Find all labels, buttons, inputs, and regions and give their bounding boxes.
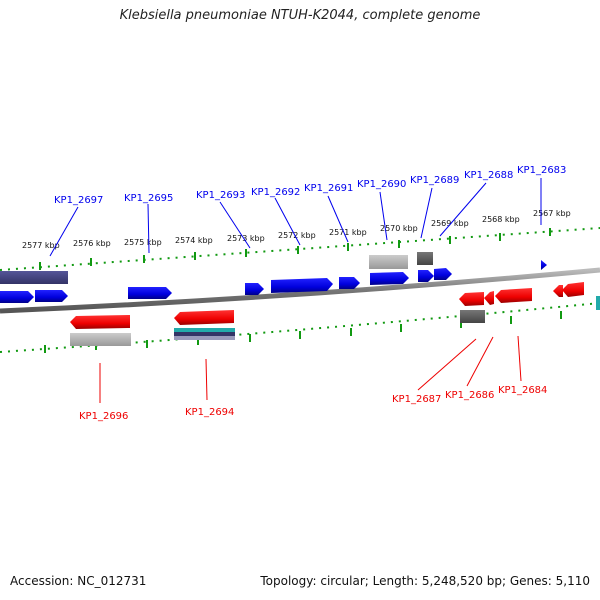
feature-bar	[174, 328, 235, 332]
forward-gene-arrow	[370, 272, 409, 285]
forward-gene-arrow	[541, 260, 547, 270]
ruler-label: 2572 kbp	[278, 231, 316, 240]
map-title: Klebsiella pneumoniae NTUH-K2044, comple…	[119, 8, 481, 23]
forward-gene-arrow	[271, 278, 333, 293]
feature-bar	[174, 332, 235, 336]
gene-label: KP1_2690	[357, 179, 406, 190]
topology-text: Topology: circular; Length: 5,248,520 bp…	[260, 574, 590, 588]
forward-gene-arrow	[418, 270, 434, 282]
reverse-gene-labels: KP1_2696 KP1_2694 KP1_2687 KP1_2686 KP1_…	[79, 385, 547, 422]
forward-gene-arrow	[35, 290, 68, 302]
ruler-label: 2567 kbp	[533, 209, 571, 218]
gene-label: KP1_2687	[392, 394, 441, 405]
feature-bar	[70, 333, 131, 346]
feature-bar	[596, 296, 600, 310]
ruler-label: 2573 kbp	[227, 234, 265, 243]
forward-gene-arrow	[128, 287, 172, 299]
gene-label: KP1_2683	[517, 165, 566, 176]
accession-text: Accession: NC_012731	[10, 574, 147, 588]
gene-label: KP1_2693	[196, 190, 245, 201]
ruler-label: 2575 kbp	[124, 238, 162, 247]
reverse-gene-arrow	[484, 291, 494, 305]
ruler-label: 2577 kbp	[22, 241, 60, 250]
gene-label: KP1_2686	[445, 390, 494, 401]
forward-leader-lines	[49, 178, 542, 257]
ruler-label: 2568 kbp	[482, 215, 520, 224]
gene-label: KP1_2691	[304, 183, 353, 194]
gene-label: KP1_2689	[410, 175, 459, 186]
forward-gene-arrow	[245, 283, 264, 295]
gene-label: KP1_2688	[464, 170, 513, 181]
reverse-gene-arrow	[553, 285, 563, 297]
genome-backbone	[0, 267, 600, 314]
ruler-label: 2571 kbp	[329, 228, 367, 237]
ruler-label: 2569 kbp	[431, 219, 469, 228]
forward-gene-arrows	[0, 260, 547, 303]
reverse-gene-arrow	[495, 288, 532, 303]
feature-bar	[0, 271, 68, 284]
reverse-gene-arrow	[70, 315, 130, 329]
forward-gene-labels: KP1_2697 KP1_2695 KP1_2693 KP1_2692 KP1_…	[54, 165, 566, 206]
reverse-gene-arrows	[70, 282, 584, 329]
feature-bar	[174, 336, 235, 340]
gene-label: KP1_2692	[251, 187, 300, 198]
reverse-leader-lines	[99, 335, 522, 403]
gene-label: KP1_2695	[124, 193, 173, 204]
ruler-label: 2574 kbp	[175, 236, 213, 245]
forward-gene-arrow	[339, 277, 360, 289]
ruler-label: 2570 kbp	[380, 224, 418, 233]
feature-bar	[369, 255, 408, 269]
reverse-gene-arrow	[459, 292, 484, 306]
gene-label: KP1_2696	[79, 411, 128, 422]
feature-bar	[417, 252, 433, 265]
forward-gene-arrow	[434, 268, 452, 280]
ruler-label: 2576 kbp	[73, 239, 111, 248]
gene-label: KP1_2694	[185, 407, 234, 418]
outer-ruler-ticks	[39, 228, 551, 270]
gene-label: KP1_2697	[54, 195, 103, 206]
feature-bar	[460, 310, 485, 323]
reverse-gene-arrow	[562, 282, 584, 297]
forward-gene-arrow	[0, 291, 34, 303]
ruler-labels: 2577 kbp 2576 kbp 2575 kbp 2574 kbp 2573…	[22, 209, 571, 250]
gene-label: KP1_2684	[498, 385, 547, 396]
reverse-gene-arrow	[174, 310, 234, 325]
